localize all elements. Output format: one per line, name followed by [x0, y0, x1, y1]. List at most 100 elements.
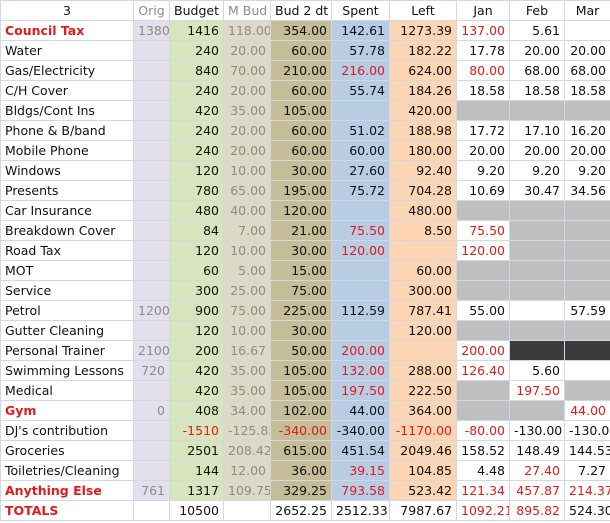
- mbud-cell[interactable]: 65.00: [223, 180, 271, 201]
- totals-bud2-cell[interactable]: 2652.25: [270, 500, 332, 521]
- budget-cell[interactable]: 240: [169, 140, 224, 161]
- spent-cell[interactable]: 39.15: [331, 460, 390, 481]
- row-label[interactable]: Petrol: [0, 300, 134, 321]
- mbud-cell[interactable]: 109.75: [223, 480, 271, 501]
- budget-cell[interactable]: -1510: [169, 420, 224, 441]
- feb-cell[interactable]: 18.58: [509, 80, 565, 101]
- orig-cell[interactable]: [133, 260, 170, 281]
- budget-cell[interactable]: 420: [169, 380, 224, 401]
- jan-cell[interactable]: 18.58: [456, 80, 510, 101]
- budget-cell[interactable]: 840: [169, 60, 224, 81]
- row-label[interactable]: Groceries: [0, 440, 134, 461]
- orig-cell[interactable]: [133, 100, 170, 121]
- orig-cell[interactable]: [133, 40, 170, 61]
- row-label[interactable]: Swimming Lessons: [0, 360, 134, 381]
- bud2-cell[interactable]: 36.00: [270, 460, 332, 481]
- budget-cell[interactable]: 120: [169, 240, 224, 261]
- row-label[interactable]: Breakdown Cover: [0, 220, 134, 241]
- feb-cell[interactable]: 457.87: [509, 480, 565, 501]
- mbud-cell[interactable]: 208.42: [223, 440, 271, 461]
- left-cell[interactable]: 222.50: [389, 380, 457, 401]
- bud2-cell[interactable]: 105.00: [270, 360, 332, 381]
- mbud-cell[interactable]: 35.00: [223, 100, 271, 121]
- mbud-cell[interactable]: 75.00: [223, 300, 271, 321]
- row-label[interactable]: DJ's contribution: [0, 420, 134, 441]
- budget-cell[interactable]: 480: [169, 200, 224, 221]
- jan-cell[interactable]: 158.52: [456, 440, 510, 461]
- spent-cell[interactable]: 44.00: [331, 400, 390, 421]
- row-label[interactable]: Gas/Electricity: [0, 60, 134, 81]
- spent-cell[interactable]: 793.58: [331, 480, 390, 501]
- left-cell[interactable]: 787.41: [389, 300, 457, 321]
- jan-cell[interactable]: [456, 280, 510, 301]
- budget-cell[interactable]: 120: [169, 320, 224, 341]
- orig-cell[interactable]: [133, 160, 170, 181]
- header-left[interactable]: Left: [389, 0, 457, 21]
- budget-cell[interactable]: 900: [169, 300, 224, 321]
- spent-cell[interactable]: 142.61: [331, 20, 390, 41]
- left-cell[interactable]: 704.28: [389, 180, 457, 201]
- row-label[interactable]: Anything Else: [0, 480, 134, 501]
- bud2-cell[interactable]: 354.00: [270, 20, 332, 41]
- budget-cell[interactable]: 240: [169, 120, 224, 141]
- orig-cell[interactable]: [133, 380, 170, 401]
- mbud-cell[interactable]: 5.00: [223, 260, 271, 281]
- budget-cell[interactable]: 1416: [169, 20, 224, 41]
- mar-cell[interactable]: 7.27: [564, 460, 610, 481]
- jan-cell[interactable]: 137.00: [456, 20, 510, 41]
- mbud-cell[interactable]: 40.00: [223, 200, 271, 221]
- left-cell[interactable]: 288.00: [389, 360, 457, 381]
- spent-cell[interactable]: 51.02: [331, 120, 390, 141]
- left-cell[interactable]: 523.42: [389, 480, 457, 501]
- jan-cell[interactable]: [456, 200, 510, 221]
- bud2-cell[interactable]: 30.00: [270, 240, 332, 261]
- left-cell[interactable]: 60.00: [389, 260, 457, 281]
- mar-cell[interactable]: [564, 20, 610, 41]
- orig-cell[interactable]: [133, 180, 170, 201]
- totals-orig-cell[interactable]: [133, 500, 170, 521]
- budget-cell[interactable]: 240: [169, 40, 224, 61]
- jan-cell[interactable]: [456, 260, 510, 281]
- feb-cell[interactable]: 30.47: [509, 180, 565, 201]
- row-label[interactable]: Phone & B/band: [0, 120, 134, 141]
- budget-cell[interactable]: 60: [169, 260, 224, 281]
- spent-cell[interactable]: 55.74: [331, 80, 390, 101]
- budget-cell[interactable]: 408: [169, 400, 224, 421]
- jan-cell[interactable]: 9.20: [456, 160, 510, 181]
- spent-cell[interactable]: -340.00: [331, 420, 390, 441]
- feb-cell[interactable]: [509, 260, 565, 281]
- feb-cell[interactable]: 17.10: [509, 120, 565, 141]
- orig-cell[interactable]: 2100: [133, 340, 170, 361]
- totals-jan-cell[interactable]: 1092.21: [456, 500, 510, 521]
- spent-cell[interactable]: 57.78: [331, 40, 390, 61]
- feb-cell[interactable]: [509, 100, 565, 121]
- feb-cell[interactable]: [509, 220, 565, 241]
- mar-cell[interactable]: [564, 260, 610, 281]
- orig-cell[interactable]: [133, 440, 170, 461]
- orig-cell[interactable]: 761: [133, 480, 170, 501]
- bud2-cell[interactable]: 60.00: [270, 140, 332, 161]
- mbud-cell[interactable]: 20.00: [223, 80, 271, 101]
- left-cell[interactable]: 624.00: [389, 60, 457, 81]
- row-label[interactable]: Gutter Cleaning: [0, 320, 134, 341]
- mar-cell[interactable]: 20.00: [564, 140, 610, 161]
- row-label[interactable]: Car Insurance: [0, 200, 134, 221]
- bud2-cell[interactable]: 15.00: [270, 260, 332, 281]
- jan-cell[interactable]: [456, 100, 510, 121]
- header-feb[interactable]: Feb: [509, 0, 565, 21]
- orig-cell[interactable]: [133, 80, 170, 101]
- feb-cell[interactable]: -130.00: [509, 420, 565, 441]
- budget-cell[interactable]: 240: [169, 80, 224, 101]
- left-cell[interactable]: 300.00: [389, 280, 457, 301]
- mar-cell[interactable]: 214.37: [564, 480, 610, 501]
- feb-cell[interactable]: 197.50: [509, 380, 565, 401]
- jan-cell[interactable]: 200.00: [456, 340, 510, 361]
- bud2-cell[interactable]: 105.00: [270, 100, 332, 121]
- spent-cell[interactable]: [331, 280, 390, 301]
- jan-cell[interactable]: 55.00: [456, 300, 510, 321]
- bud2-cell[interactable]: -340.00: [270, 420, 332, 441]
- left-cell[interactable]: [389, 340, 457, 361]
- mbud-cell[interactable]: 20.00: [223, 140, 271, 161]
- mbud-cell[interactable]: 16.67: [223, 340, 271, 361]
- spent-cell[interactable]: 132.00: [331, 360, 390, 381]
